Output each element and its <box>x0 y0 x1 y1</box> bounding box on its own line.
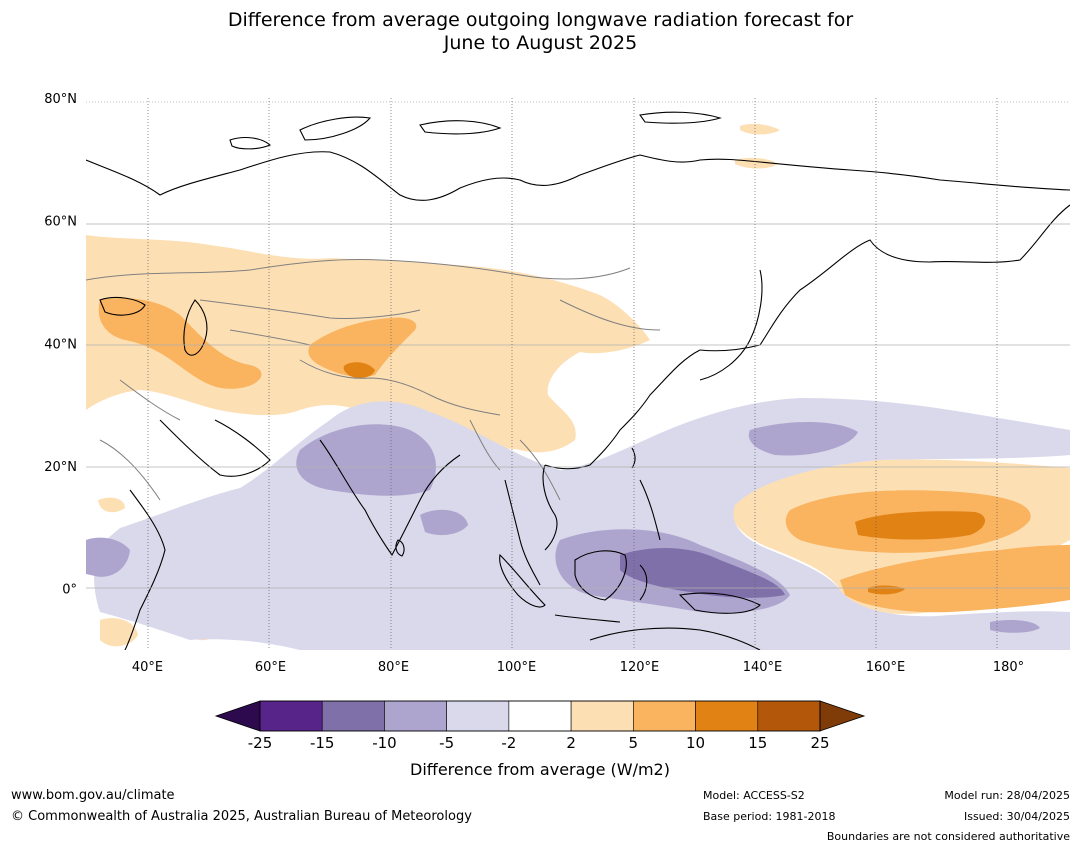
anomaly-region <box>343 362 375 378</box>
colorbar-segment <box>259 700 323 732</box>
anomaly-region <box>840 545 1070 613</box>
anomaly-region <box>296 424 436 496</box>
lat-gridlines <box>86 101 1070 589</box>
colorbar-tick-label: -2 <box>501 734 516 752</box>
colorbar-segment <box>508 700 572 732</box>
model-run-text: Model run: 28/04/2025 <box>944 789 1070 802</box>
coastlines <box>86 111 1070 650</box>
colorbar-tick-label: -25 <box>248 734 273 752</box>
colorbar-extend-high <box>819 700 866 732</box>
colorbar-tick-label: -5 <box>439 734 454 752</box>
colorbar-tick-label: -15 <box>310 734 335 752</box>
title-line-1: Difference from average outgoing longwav… <box>227 9 854 31</box>
map-title: Difference from average outgoing longwav… <box>0 9 1081 55</box>
anomaly-region <box>420 509 468 536</box>
lon-tick-label: 80°E <box>378 660 409 675</box>
lon-tick-label: 140°E <box>743 660 783 675</box>
colorbar-tick-label: 25 <box>810 734 829 752</box>
anomaly-region <box>990 620 1040 633</box>
lon-tick-label: 40°E <box>132 660 163 675</box>
colorbar-tick-label: 2 <box>566 734 576 752</box>
lat-tick-label: 80°N <box>44 92 77 107</box>
colorbar-segment <box>757 700 821 732</box>
base-period-text: Base period: 1981-2018 <box>703 810 836 823</box>
lon-tick-label: 180° <box>993 660 1024 675</box>
colorbar-extend-low <box>214 700 261 732</box>
anomaly-region <box>100 618 138 647</box>
colorbar-segment <box>695 700 759 732</box>
colorbar-segment <box>384 700 447 732</box>
disclaimer-text: Boundaries are not considered authoritat… <box>826 830 1070 843</box>
map-panel <box>86 98 1070 650</box>
colorbar-segment <box>446 700 510 732</box>
colorbar-label: Difference from average (W/m2) <box>410 760 670 779</box>
lat-axis-labels: 80°N 60°N 40°N 20°N 0° <box>44 92 77 598</box>
anomaly-region <box>740 123 780 135</box>
colorbar-tick-label: 15 <box>748 734 767 752</box>
anomaly-region <box>86 537 130 577</box>
anomaly-region <box>98 298 262 389</box>
colorbar: -25 -15 -10 -5 -2 2 5 10 15 25 Difference from av… <box>214 700 866 779</box>
anomaly-region <box>98 497 125 513</box>
colorbar-tick-label: 10 <box>686 734 705 752</box>
lat-tick-label: 0° <box>62 583 77 598</box>
lon-tick-label: 60°E <box>255 660 286 675</box>
lat-tick-label: 20°N <box>44 460 77 475</box>
lon-axis-labels: 40°E 60°E 80°E 100°E 120°E 140°E 160°E 180° <box>132 660 1024 675</box>
issued-text: Issued: 30/04/2025 <box>963 810 1070 823</box>
lat-tick-label: 40°N <box>44 337 77 352</box>
colorbar-segment <box>570 700 634 732</box>
negative-anomaly-layer <box>86 398 1070 650</box>
anomaly-region <box>308 317 417 378</box>
colorbar-segment <box>633 700 696 732</box>
model-text: Model: ACCESS-S2 <box>703 789 805 802</box>
lon-gridlines <box>147 98 998 650</box>
colorbar-segment <box>321 700 385 732</box>
colorbar-tick-label: -10 <box>372 734 397 752</box>
anomaly-region <box>748 421 858 456</box>
lon-tick-label: 120°E <box>620 660 660 675</box>
country-boundaries <box>86 258 661 501</box>
colorbar-tick-label: 5 <box>629 734 639 752</box>
lon-tick-label: 160°E <box>866 660 906 675</box>
anomaly-region <box>620 548 785 598</box>
title-line-2: June to August 2025 <box>443 32 638 54</box>
copyright-text: © Commonwealth of Australia 2025, Austra… <box>11 809 472 824</box>
lon-tick-label: 100°E <box>497 660 537 675</box>
anomaly-region <box>855 511 986 540</box>
website-text: www.bom.gov.au/climate <box>11 788 175 803</box>
lat-tick-label: 60°N <box>44 215 77 230</box>
